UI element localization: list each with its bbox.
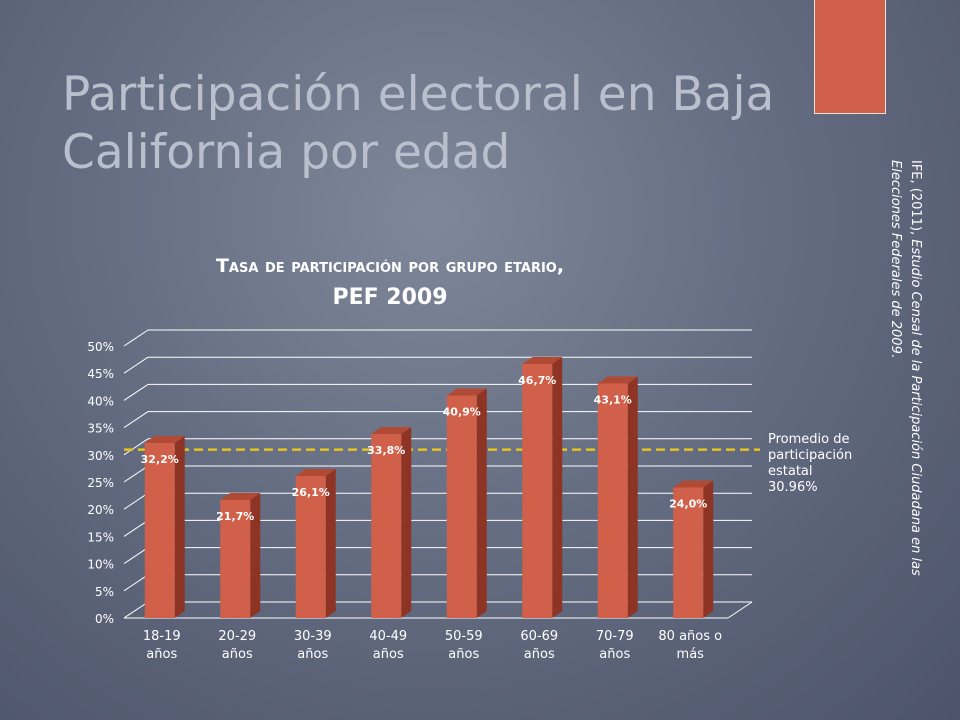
y-tick-label: 10% xyxy=(87,558,114,572)
bar xyxy=(597,383,628,618)
bar xyxy=(673,487,704,618)
bar xyxy=(522,363,553,618)
bar-side xyxy=(325,469,336,618)
gridline-slant xyxy=(123,383,149,401)
bar-side xyxy=(401,427,412,618)
bar xyxy=(371,434,402,618)
x-tick-label: más xyxy=(677,647,705,662)
x-tick-label: años xyxy=(524,647,555,662)
gridline-slant xyxy=(123,356,149,374)
x-tick-label: 30-39 xyxy=(294,629,332,644)
gridline-slant xyxy=(123,465,149,483)
average-note-line-4: 30.96% xyxy=(768,480,818,495)
x-tick-label: 70-79 xyxy=(596,629,634,644)
y-tick-label: 40% xyxy=(87,394,114,408)
bar-side xyxy=(703,480,714,618)
bar xyxy=(220,499,251,618)
x-tick-label: años xyxy=(373,647,404,662)
average-note: Promedio de participación estatal 30.96% xyxy=(768,432,878,496)
y-tick-label: 5% xyxy=(95,585,114,599)
data-label: 43,1% xyxy=(594,394,632,407)
bar-top xyxy=(673,480,714,488)
gridline-slant xyxy=(123,547,149,565)
bar-side xyxy=(250,492,261,618)
x-tick-label: años xyxy=(146,647,177,662)
bar-side xyxy=(174,435,185,618)
average-note-line-3: estatal xyxy=(768,464,813,479)
x-tick-label: años xyxy=(297,647,328,662)
bar-top xyxy=(522,356,563,364)
gridline-slant xyxy=(123,519,149,537)
bar-top xyxy=(295,469,336,477)
data-label: 40,9% xyxy=(443,406,481,419)
x-tick-label: años xyxy=(222,647,253,662)
bar-top xyxy=(597,376,638,384)
bar xyxy=(446,395,477,618)
citation-work: Estudio Censal de la Participación Ciuda… xyxy=(888,160,923,576)
accent-rectangle xyxy=(814,0,886,114)
data-label: 24,0% xyxy=(669,497,707,510)
average-note-line-2: participación xyxy=(768,448,853,463)
x-tick-label: 50-59 xyxy=(445,629,483,644)
gridline-slant xyxy=(123,601,149,619)
data-label: 21,7% xyxy=(216,510,254,523)
chart-title: Tasa de participación por grupo etario, … xyxy=(120,250,660,314)
bar-side xyxy=(627,376,638,618)
y-tick-label: 15% xyxy=(87,530,114,544)
x-tick-label: años xyxy=(599,647,630,662)
y-tick-label: 20% xyxy=(87,503,114,517)
slide-title: Participación electoral en Baja Californ… xyxy=(62,67,775,180)
y-tick-label: 30% xyxy=(87,449,114,463)
citation-end: . xyxy=(888,353,903,358)
x-tick-label: 80 años o xyxy=(658,629,722,644)
data-label: 33,8% xyxy=(367,444,405,457)
y-tick-label: 50% xyxy=(87,340,114,354)
data-label: 46,7% xyxy=(518,374,556,387)
chart-title-line-1: Tasa de participación por grupo etario, xyxy=(215,255,565,277)
gridline-slant xyxy=(123,492,149,510)
y-tick-label: 25% xyxy=(87,476,114,490)
x-tick-label: 60-69 xyxy=(520,629,558,644)
chart-title-line-2: PEF 2009 xyxy=(332,285,448,310)
gridline-slant xyxy=(123,574,149,592)
citation-author: IFE, (2011), xyxy=(908,160,923,240)
y-tick-label: 0% xyxy=(95,612,114,626)
gridline-slant xyxy=(123,411,149,429)
data-label: 32,2% xyxy=(141,453,179,466)
gridline-slant xyxy=(123,438,149,456)
citation: IFE, (2011), Estudio Censal de la Partic… xyxy=(875,160,925,600)
x-tick-label: 20-29 xyxy=(218,629,256,644)
bar xyxy=(295,476,326,618)
bar xyxy=(144,442,175,618)
gridline-slant xyxy=(123,329,149,347)
average-note-line-1: Promedio de xyxy=(768,432,850,447)
x-tick-label: 40-49 xyxy=(369,629,407,644)
bar-top xyxy=(446,388,487,396)
bar-side xyxy=(552,356,563,618)
bar-top xyxy=(220,492,261,500)
floor-edge-side xyxy=(727,601,753,619)
bar-side xyxy=(476,388,487,618)
x-tick-label: años xyxy=(448,647,479,662)
bar-top xyxy=(144,435,185,443)
bar-top xyxy=(371,427,412,435)
data-label: 26,1% xyxy=(292,486,330,499)
x-tick-label: 18-19 xyxy=(143,629,181,644)
y-tick-label: 45% xyxy=(87,367,114,381)
y-tick-label: 35% xyxy=(87,422,114,436)
